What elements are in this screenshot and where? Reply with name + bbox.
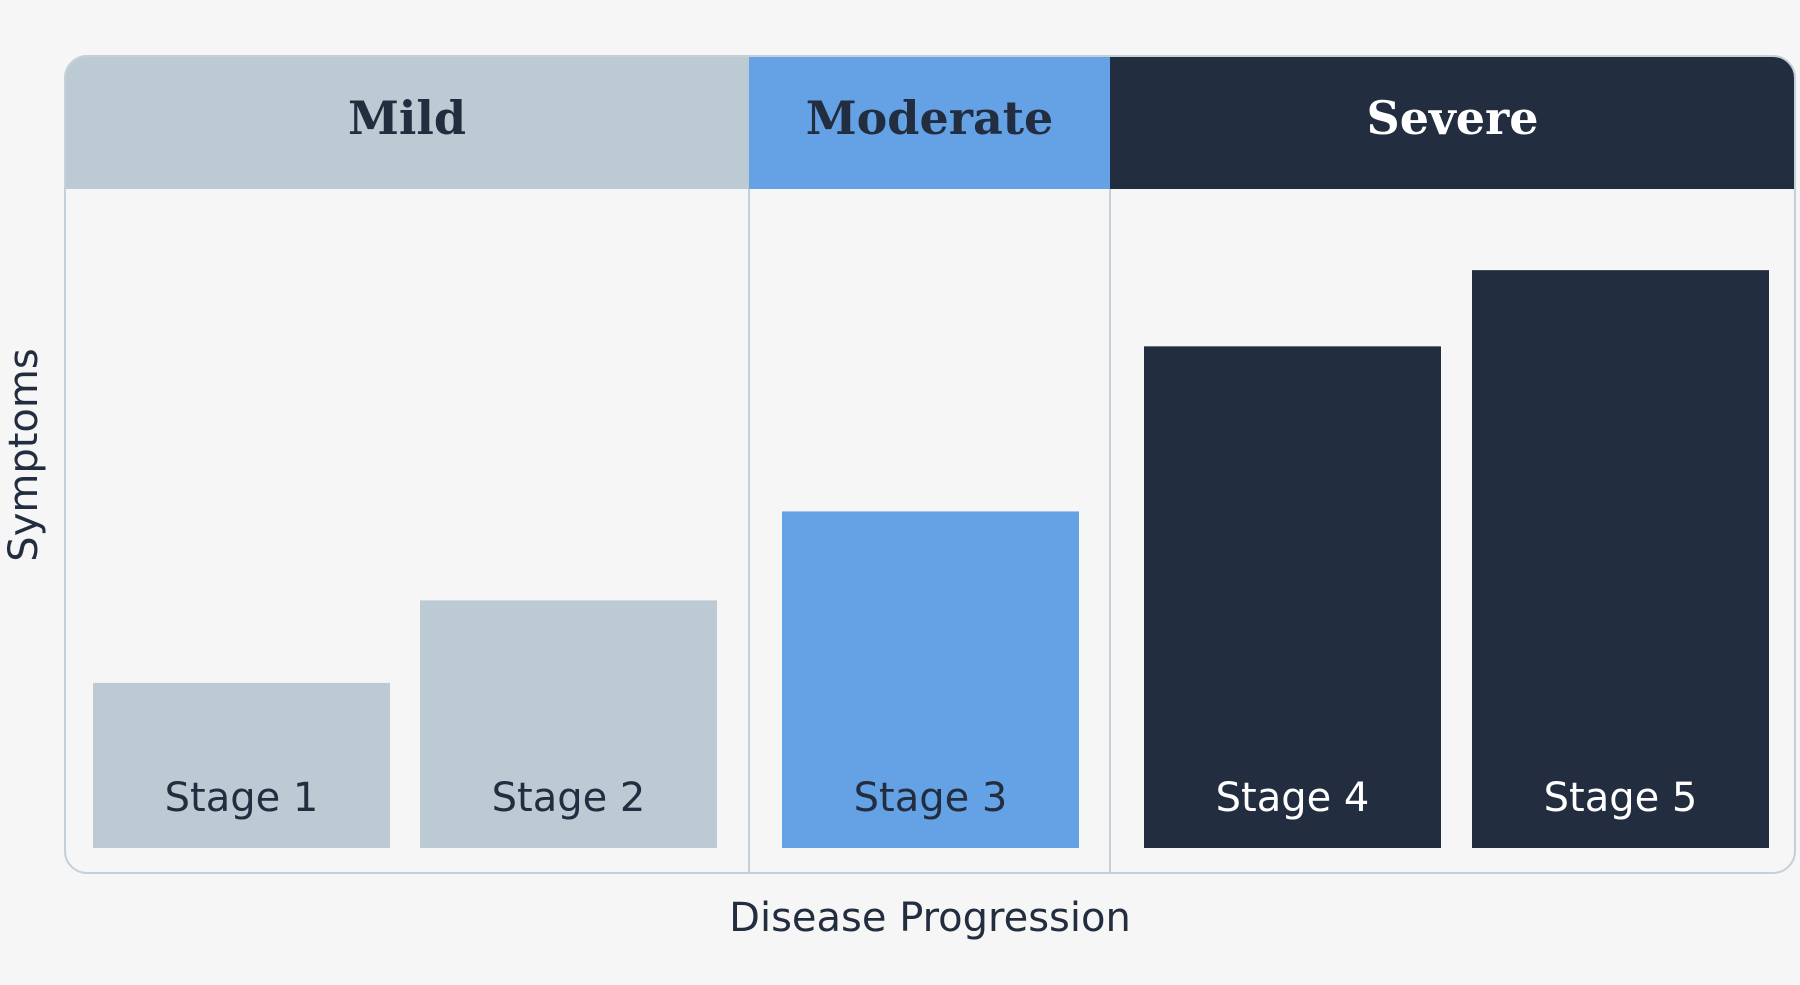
bar-stage-2 [420, 600, 717, 848]
bar-stage-3 [782, 511, 1079, 848]
group-label-severe: Severe [1367, 91, 1539, 145]
group-header-moderate [749, 56, 1110, 189]
group-headers [65, 56, 1795, 189]
bar-stage-1 [93, 682, 390, 848]
bar-label-stage-1: Stage 1 [165, 775, 319, 821]
bar-label-stage-2: Stage 2 [492, 775, 646, 821]
bar-stage-5 [1472, 270, 1769, 848]
chart-frame [64, 55, 1796, 874]
bar-label-stage-5: Stage 5 [1544, 775, 1698, 821]
group-header-mild [65, 56, 749, 189]
group-label-mild: Mild [348, 91, 466, 145]
bar-stage-4 [1144, 346, 1441, 848]
group-label-moderate: Moderate [806, 91, 1054, 145]
group-header-severe [1110, 56, 1795, 189]
bar-label-stage-3: Stage 3 [854, 775, 1008, 821]
bar-label-stage-4: Stage 4 [1216, 775, 1370, 821]
x-axis-label: Disease Progression [729, 895, 1131, 941]
y-axis-label: Symptoms [1, 348, 47, 562]
